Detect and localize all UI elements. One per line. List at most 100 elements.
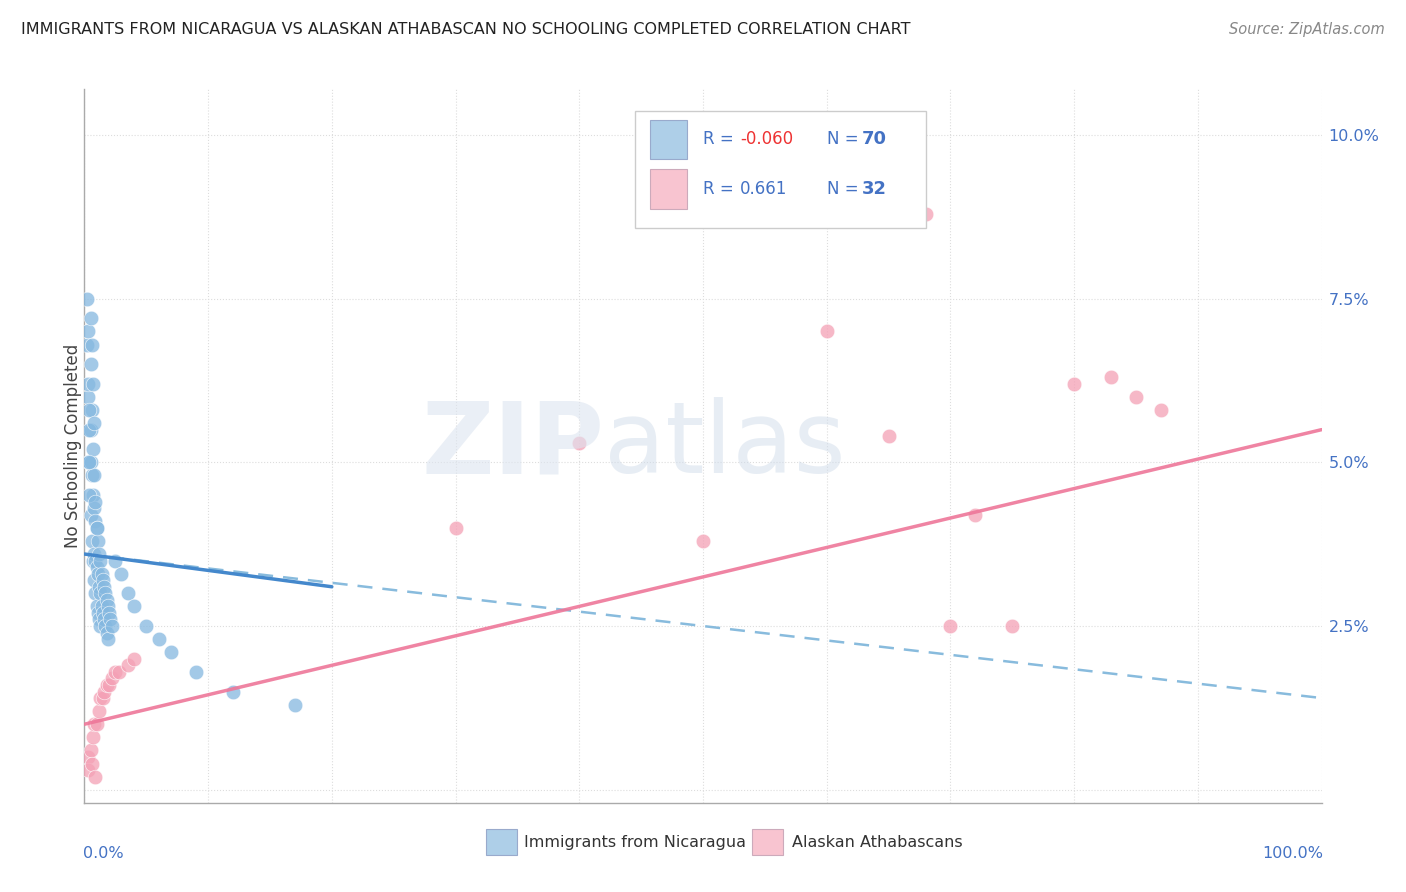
Point bbox=[83, 573, 105, 587]
Text: Alaskan Athabascans: Alaskan Athabascans bbox=[792, 835, 963, 849]
Point bbox=[79, 423, 101, 437]
Point bbox=[89, 580, 111, 594]
Point bbox=[1063, 376, 1085, 391]
Point bbox=[82, 731, 104, 745]
Point bbox=[82, 442, 104, 457]
Point bbox=[84, 494, 107, 508]
Point bbox=[965, 508, 987, 522]
Bar bbox=[486, 830, 517, 855]
Point bbox=[80, 756, 103, 771]
Point bbox=[91, 573, 114, 587]
Bar bbox=[752, 830, 783, 855]
Point bbox=[83, 501, 105, 516]
Point bbox=[79, 743, 101, 757]
Point bbox=[122, 599, 145, 614]
Point bbox=[89, 553, 111, 567]
Point bbox=[815, 325, 838, 339]
Point bbox=[84, 514, 107, 528]
Text: R =: R = bbox=[703, 180, 740, 198]
Point bbox=[104, 553, 127, 567]
Point bbox=[87, 533, 110, 548]
Point bbox=[80, 403, 103, 417]
Point bbox=[108, 665, 131, 679]
Text: atlas: atlas bbox=[605, 398, 845, 494]
Point bbox=[83, 416, 105, 430]
Text: 0.0%: 0.0% bbox=[83, 846, 124, 861]
Point bbox=[86, 560, 108, 574]
Y-axis label: No Schooling Completed: No Schooling Completed bbox=[65, 344, 82, 548]
Text: 32: 32 bbox=[862, 180, 886, 198]
Point bbox=[82, 488, 104, 502]
Point bbox=[79, 311, 101, 326]
Point bbox=[76, 337, 98, 351]
Point bbox=[1001, 619, 1024, 633]
Point bbox=[110, 566, 132, 581]
Point bbox=[86, 717, 108, 731]
Text: -0.060: -0.060 bbox=[740, 130, 793, 148]
Point bbox=[80, 533, 103, 548]
Text: 0.661: 0.661 bbox=[740, 180, 787, 198]
Point bbox=[222, 684, 245, 698]
Point bbox=[89, 612, 111, 626]
Bar bbox=[650, 120, 688, 159]
Text: 100.0%: 100.0% bbox=[1261, 846, 1323, 861]
Text: Source: ZipAtlas.com: Source: ZipAtlas.com bbox=[1229, 22, 1385, 37]
Point bbox=[97, 599, 120, 614]
Point bbox=[104, 665, 127, 679]
Point bbox=[117, 586, 139, 600]
Point bbox=[90, 599, 112, 614]
Point bbox=[79, 357, 101, 371]
Point bbox=[86, 599, 108, 614]
Point bbox=[160, 645, 183, 659]
Point bbox=[79, 508, 101, 522]
Point bbox=[148, 632, 170, 647]
Point bbox=[1099, 370, 1122, 384]
Point bbox=[91, 691, 114, 706]
Text: R =: R = bbox=[703, 130, 740, 148]
Point bbox=[79, 423, 101, 437]
Point bbox=[86, 521, 108, 535]
Text: N =: N = bbox=[827, 180, 863, 198]
Point bbox=[87, 606, 110, 620]
Point bbox=[96, 678, 118, 692]
Point bbox=[184, 665, 207, 679]
Point bbox=[89, 586, 111, 600]
Point bbox=[80, 337, 103, 351]
Point bbox=[79, 403, 101, 417]
Text: ZIP: ZIP bbox=[422, 398, 605, 494]
Point bbox=[877, 429, 900, 443]
Point bbox=[117, 658, 139, 673]
Point bbox=[100, 672, 122, 686]
Point bbox=[83, 717, 105, 731]
Point bbox=[89, 619, 111, 633]
Text: 70: 70 bbox=[862, 130, 886, 148]
Point bbox=[90, 566, 112, 581]
Point bbox=[98, 678, 121, 692]
Text: Immigrants from Nicaragua: Immigrants from Nicaragua bbox=[523, 835, 745, 849]
Point bbox=[82, 553, 104, 567]
Point bbox=[100, 619, 122, 633]
Point bbox=[84, 553, 107, 567]
Point bbox=[444, 521, 467, 535]
Point bbox=[96, 592, 118, 607]
FancyBboxPatch shape bbox=[636, 111, 925, 228]
Point bbox=[122, 652, 145, 666]
Point bbox=[83, 547, 105, 561]
Point bbox=[135, 619, 157, 633]
Point bbox=[77, 763, 100, 777]
Point bbox=[98, 612, 121, 626]
Point bbox=[79, 488, 101, 502]
Point bbox=[84, 770, 107, 784]
Point bbox=[94, 619, 117, 633]
Point bbox=[1150, 403, 1173, 417]
Point bbox=[80, 468, 103, 483]
Point bbox=[77, 390, 100, 404]
Point bbox=[77, 376, 100, 391]
Point bbox=[93, 580, 115, 594]
Point bbox=[89, 691, 111, 706]
Point bbox=[692, 533, 714, 548]
Point bbox=[91, 606, 114, 620]
Point bbox=[77, 750, 100, 764]
Point bbox=[93, 612, 115, 626]
Point bbox=[98, 606, 121, 620]
